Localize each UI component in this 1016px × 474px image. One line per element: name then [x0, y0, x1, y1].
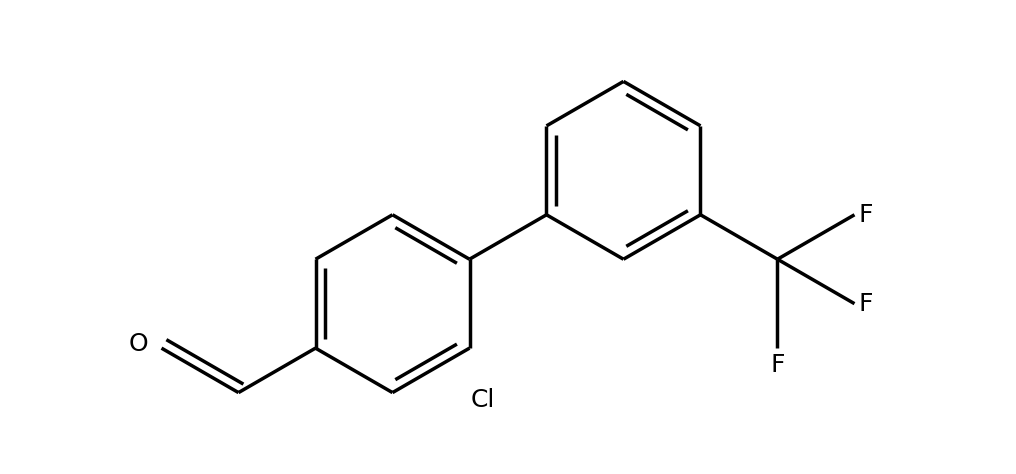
Text: F: F	[859, 292, 874, 316]
Text: F: F	[859, 203, 874, 227]
Text: O: O	[129, 332, 148, 356]
Text: Cl: Cl	[470, 388, 495, 412]
Text: F: F	[770, 353, 784, 376]
